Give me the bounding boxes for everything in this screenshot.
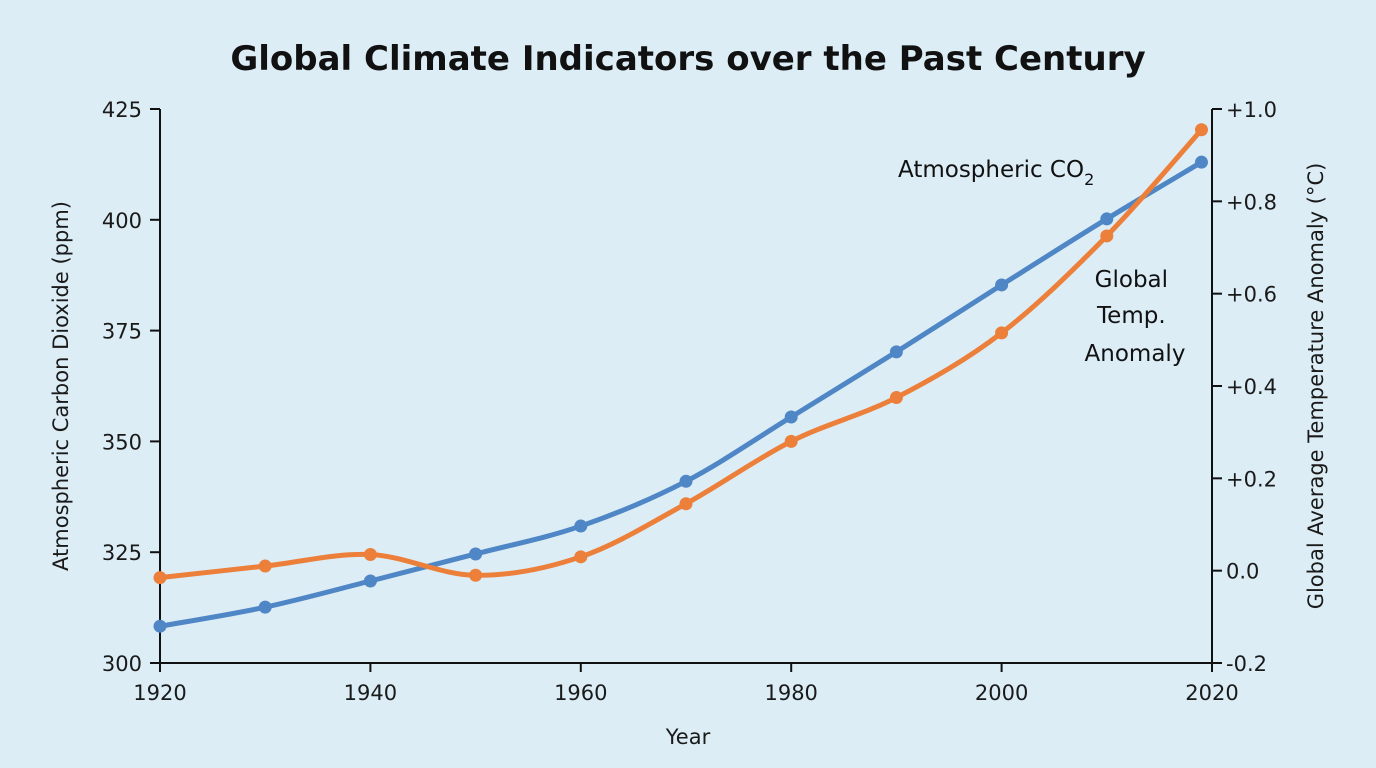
y-right-tick-label: +0.8 <box>1226 190 1277 214</box>
y-left-tick-label: 300 <box>102 652 142 676</box>
temp-data-point <box>889 391 903 405</box>
y-right-tick-label: -0.2 <box>1226 652 1267 676</box>
co2-data-point <box>1194 155 1208 169</box>
x-tick-label: 2020 <box>1185 681 1238 705</box>
temp-data-point <box>995 326 1009 340</box>
temp-data-point <box>1194 123 1208 137</box>
temp-data-point <box>469 568 483 582</box>
x-tick-label: 1940 <box>344 681 397 705</box>
y-left-tick-label: 375 <box>102 320 142 344</box>
co2-data-point <box>363 574 377 588</box>
y-left-tick-label: 425 <box>102 98 142 122</box>
temp-data-point <box>153 571 167 585</box>
co2-data-point <box>153 619 167 633</box>
x-tick-label: 2000 <box>975 681 1028 705</box>
temp-data-point <box>363 548 377 562</box>
x-tick-label: 1980 <box>764 681 817 705</box>
y-left-tick-label: 400 <box>102 209 142 233</box>
chart-title: Global Climate Indicators over the Past … <box>230 39 1145 79</box>
temp-data-point <box>574 550 588 564</box>
co2-data-point <box>258 600 272 614</box>
temp-series-line <box>157 127 1204 581</box>
co2-series-label: Atmospheric CO2 <box>898 157 1094 189</box>
y-left-tick-label: 350 <box>102 430 142 454</box>
y-left-tick-label: 325 <box>102 541 142 565</box>
temp-series-label: Global Temp. Anomaly <box>1085 267 1186 367</box>
y-axis-right-label: Global Average Temperature Anomaly (°C) <box>1304 163 1328 610</box>
x-tick-label: 1960 <box>554 681 607 705</box>
co2-data-point <box>784 410 798 424</box>
y-right-tick-label: +0.2 <box>1226 467 1277 491</box>
y-right-tick-label: +0.4 <box>1226 375 1277 399</box>
temp-data-point <box>784 434 798 448</box>
co2-data-point <box>889 345 903 359</box>
y-right-tick-label: 0.0 <box>1226 560 1259 584</box>
co2-data-point <box>574 519 588 533</box>
co2-data-point <box>995 278 1009 292</box>
temp-data-point <box>258 559 272 573</box>
y-right-tick-label: +1.0 <box>1226 98 1277 122</box>
temp-data-point <box>679 497 693 511</box>
y-right-tick-label: +0.6 <box>1226 283 1277 307</box>
temp-data-point <box>1100 229 1114 243</box>
co2-series-line <box>157 159 1204 629</box>
co2-data-point <box>1100 212 1114 226</box>
y-axis-left-label: Atmospheric Carbon Dioxide (ppm) <box>49 201 73 571</box>
x-axis-label: Year <box>665 725 711 749</box>
co2-data-point <box>469 547 483 561</box>
co2-data-point <box>679 474 693 488</box>
x-tick-label: 1920 <box>133 681 186 705</box>
